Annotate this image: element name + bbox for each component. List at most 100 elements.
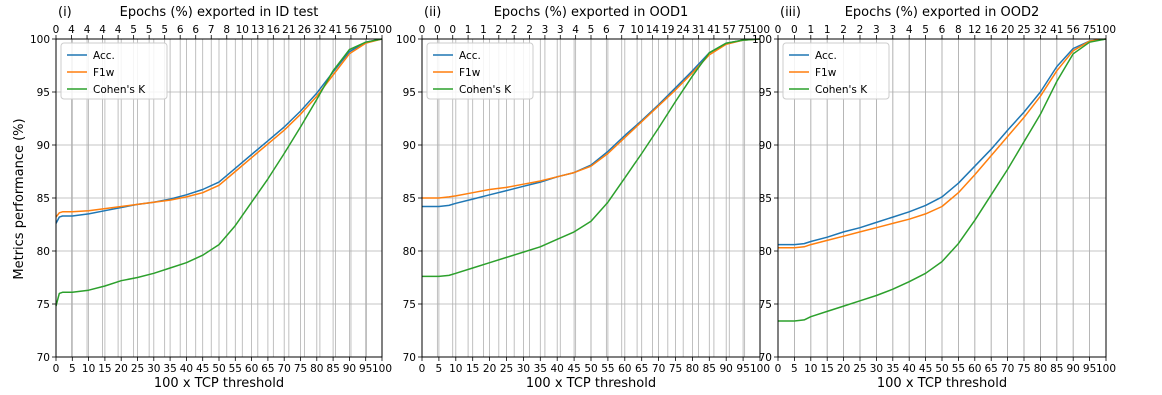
panel-3: 0 5 10 15 20 25 30 35 40 45 50 55 60 65 70 75 80 85 90 95 10… <box>752 5 1116 391</box>
y-tick-label: 100 <box>30 34 50 46</box>
x-tick-label: 90 <box>1067 363 1080 375</box>
y-tick-label: 75 <box>37 299 50 311</box>
figure-ylabel: Metrics performance (%) <box>12 118 27 279</box>
y-tick-label: 80 <box>403 246 416 258</box>
legend-label: F1w <box>93 67 115 79</box>
y-tick-label: 95 <box>37 87 50 99</box>
x-tick-label: 15 <box>821 363 834 375</box>
top-tick-label: 5 <box>130 24 137 36</box>
series-line-f1w <box>422 38 761 199</box>
top-tick-label: 16 <box>985 24 999 36</box>
top-tick-label: 3 <box>889 24 896 36</box>
x-axis-label: 100 x TCP threshold <box>154 376 284 391</box>
top-tick-label: 5 <box>161 24 168 36</box>
top-tick-label: 4 <box>99 24 106 36</box>
top-tick-label: 56 <box>344 24 358 36</box>
top-tick-label: 3 <box>557 24 564 36</box>
top-tick-label: 10 <box>630 24 643 36</box>
x-tick-label: 65 <box>985 363 998 375</box>
x-tick-label: 90 <box>343 363 356 375</box>
top-tick-label: 4 <box>572 24 579 36</box>
panel-label: (iii) <box>780 5 801 20</box>
top-tick-label: 75 <box>738 24 751 36</box>
series-line-f1w <box>778 38 1107 249</box>
top-tick-label: 12 <box>968 24 981 36</box>
top-tick-label: 13 <box>251 24 264 36</box>
panel-title: Epochs (%) exported in OOD1 <box>494 5 689 20</box>
top-tick-label: 25 <box>1017 24 1030 36</box>
top-tick-label: 5 <box>146 24 153 36</box>
legend-box <box>426 42 534 100</box>
x-axis-label: 100 x TCP threshold <box>877 376 1007 391</box>
x-tick-label: 85 <box>703 363 716 375</box>
top-tick-label: 31 <box>692 24 705 36</box>
y-tick-label: 80 <box>759 246 772 258</box>
y-tick-label: 100 <box>752 34 772 46</box>
top-tick-label: 10 <box>236 24 249 36</box>
x-tick-label: 100 <box>372 363 392 375</box>
top-tick-label: 100 <box>1096 24 1116 36</box>
y-tick-label: 85 <box>759 193 772 205</box>
x-tick-label: 35 <box>163 363 176 375</box>
x-axis-label: 100 x TCP threshold <box>526 376 656 391</box>
legend-label: F1w <box>459 67 481 79</box>
top-tick-label: 0 <box>434 24 441 36</box>
top-tick-label: 0 <box>791 24 798 36</box>
legend-label: F1w <box>815 67 837 79</box>
x-tick-label: 50 <box>935 363 948 375</box>
legend-label: Cohen's K <box>93 84 146 96</box>
x-tick-label: 30 <box>870 363 883 375</box>
top-tick-label: 14 <box>646 24 660 36</box>
y-tick-label: 85 <box>37 193 50 205</box>
x-tick-label: 40 <box>180 363 193 375</box>
x-tick-label: 20 <box>837 363 850 375</box>
x-tick-label: 50 <box>584 363 597 375</box>
x-tick-label: 95 <box>736 363 749 375</box>
y-tick-label: 85 <box>403 193 416 205</box>
top-tick-label: 7 <box>618 24 625 36</box>
legend-label: Acc. <box>815 50 837 62</box>
x-tick-label: 85 <box>1050 363 1063 375</box>
top-tick-label: 8 <box>223 24 230 36</box>
top-tick-label: 5 <box>588 24 595 36</box>
top-tick-label: 8 <box>955 24 962 36</box>
x-tick-label: 65 <box>635 363 648 375</box>
y-tick-label: 75 <box>759 299 772 311</box>
panel-label: (i) <box>58 5 72 20</box>
top-tick-label: 6 <box>603 24 610 36</box>
legend: Acc. F1w Cohen's K <box>426 42 534 100</box>
top-tick-label: 75 <box>360 24 373 36</box>
top-tick-label: 0 <box>419 24 426 36</box>
top-tick-label: 100 <box>750 24 770 36</box>
x-tick-label: 90 <box>720 363 733 375</box>
top-tick-label: 0 <box>53 24 60 36</box>
series-line-cohen-s-k <box>778 38 1107 322</box>
x-tick-label: 75 <box>294 363 307 375</box>
series-line-acc <box>778 38 1107 246</box>
x-tick-label: 40 <box>551 363 564 375</box>
top-tick-label: 3 <box>873 24 880 36</box>
top-tick-label: 3 <box>542 24 549 36</box>
x-tick-label: 30 <box>517 363 530 375</box>
x-tick-label: 95 <box>1083 363 1096 375</box>
x-tick-label: 25 <box>500 363 513 375</box>
top-tick-label: 2 <box>511 24 518 36</box>
x-tick-label: 0 <box>775 363 782 375</box>
top-tick-label: 26 <box>298 24 312 36</box>
panel-2: 0 5 10 15 20 25 30 35 40 45 50 55 60 65 70 75 80 85 90 95 10… <box>396 5 770 391</box>
top-tick-label: 16 <box>267 24 281 36</box>
y-tick-label: 70 <box>37 352 50 364</box>
y-tick-label: 75 <box>403 299 416 311</box>
x-tick-label: 65 <box>261 363 274 375</box>
x-tick-label: 45 <box>196 363 209 375</box>
x-tick-label: 70 <box>652 363 665 375</box>
legend-label: Cohen's K <box>815 84 868 96</box>
x-tick-label: 55 <box>229 363 242 375</box>
x-tick-label: 0 <box>53 363 60 375</box>
x-tick-label: 15 <box>466 363 479 375</box>
y-tick-label: 70 <box>403 352 416 364</box>
panel-1: 0 5 10 15 20 25 30 35 40 45 50 55 60 65 70 75 80 85 90 95 10… <box>30 5 392 391</box>
top-tick-label: 5 <box>922 24 929 36</box>
x-tick-label: 45 <box>567 363 580 375</box>
x-tick-label: 75 <box>669 363 682 375</box>
